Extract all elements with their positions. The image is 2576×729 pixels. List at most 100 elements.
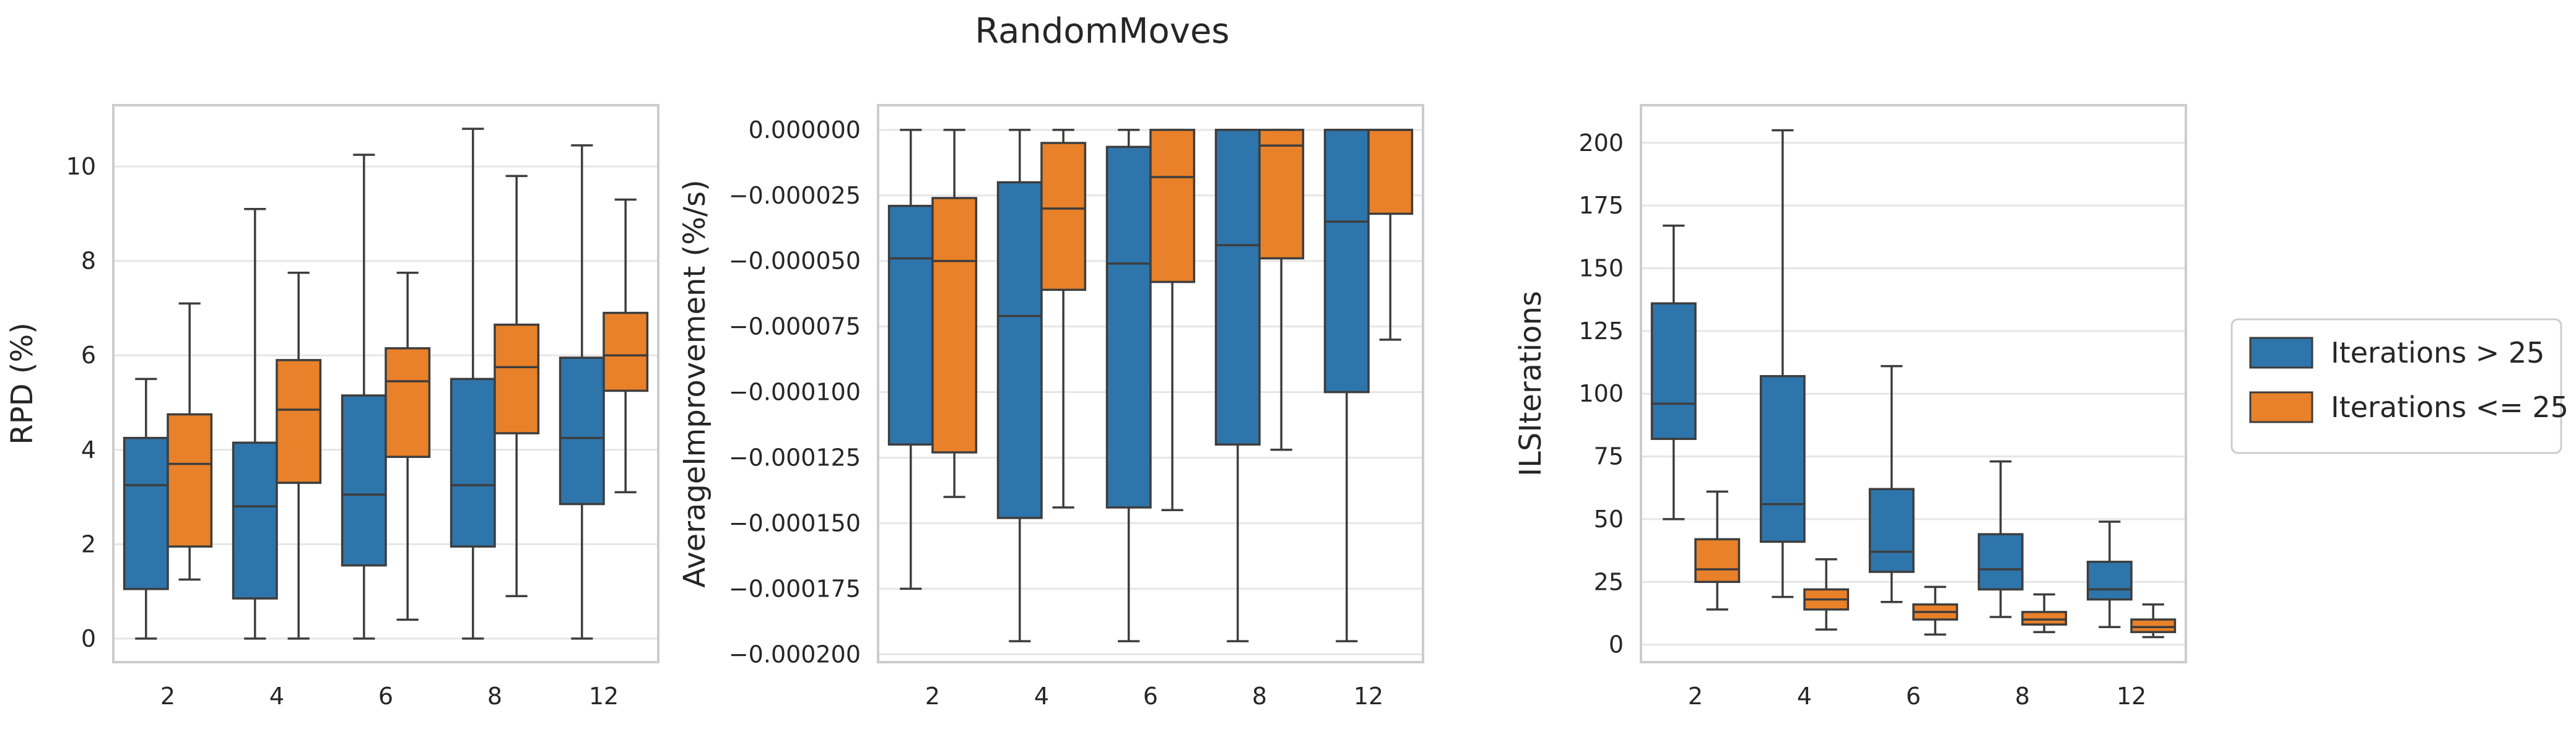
- axes-frame: [1640, 104, 2187, 663]
- box-le25-cat-6: [385, 272, 431, 621]
- y-tick-label: 0: [81, 625, 96, 652]
- y-tick-label: 0.000000: [749, 116, 861, 144]
- panel-1: 0 2 4 6 8 10 2 4 6 8 12 RPD (%): [5, 104, 659, 710]
- box-gt25-cat-4: [1759, 129, 1806, 598]
- box-le25-cat-4: [276, 272, 322, 640]
- axes-frame: [877, 104, 1424, 663]
- y-axis-label: ILSIterations: [1513, 291, 1548, 477]
- x-tick-label: 12: [2117, 683, 2146, 710]
- box-iqr: [167, 413, 213, 548]
- legend-label: Iterations <= 25: [2331, 390, 2569, 424]
- y-tick-label: 75: [1594, 443, 1624, 470]
- box-iqr: [931, 197, 978, 454]
- box-le25-cat-2: [167, 302, 213, 581]
- box-iqr: [1105, 145, 1152, 509]
- axes-frame: [112, 104, 659, 663]
- box-iqr: [1650, 302, 1697, 440]
- x-tick-label: 8: [2015, 683, 2030, 710]
- y-tick-label: −0.000075: [729, 313, 861, 340]
- y-tick-label: 200: [1578, 129, 1624, 157]
- y-tick-label: 25: [1594, 568, 1624, 595]
- box-le25-cat-8: [2021, 593, 2068, 634]
- y-axis-label: AverageImprovement (%/s): [677, 179, 712, 588]
- y-tick-label: 175: [1578, 192, 1624, 219]
- y-tick-label: 125: [1578, 317, 1624, 345]
- legend: Iterations > 25 Iterations <= 25: [2230, 318, 2569, 454]
- box-gt25-cat-6: [341, 153, 387, 640]
- y-tick-label: 6: [81, 342, 96, 369]
- y-axis-label: RPD (%): [5, 322, 40, 445]
- y-tick-label: 4: [81, 436, 96, 464]
- box-iqr: [341, 394, 387, 567]
- box-iqr: [385, 347, 431, 458]
- box-gt25-cat-6: [1868, 364, 1915, 603]
- y-tick-label: −0.000200: [729, 641, 861, 668]
- box-gt25-cat-4: [996, 129, 1043, 642]
- box-gt25-cat-12: [559, 144, 605, 640]
- box-gt25-cat-12: [1323, 129, 1370, 642]
- y-tick-label: 10: [66, 153, 96, 180]
- box-iqr: [1868, 488, 1915, 573]
- box-gt25-cat-12: [2086, 520, 2133, 628]
- box-iqr: [1367, 129, 1414, 215]
- x-tick-label: 6: [1143, 683, 1158, 710]
- x-tick-label: 2: [160, 683, 175, 710]
- box-iqr: [1323, 129, 1370, 394]
- box-iqr: [123, 436, 169, 590]
- y-tick-label: 0: [1609, 631, 1624, 658]
- y-tick-label: 8: [81, 248, 96, 275]
- box-gt25-cat-2: [123, 377, 169, 640]
- box-iqr: [494, 323, 540, 434]
- box-iqr: [232, 441, 278, 600]
- y-tick-label: −0.000050: [729, 248, 861, 275]
- box-iqr: [559, 356, 605, 506]
- box-le25-cat-6: [1149, 129, 1196, 511]
- legend-item-le25: Iterations <= 25: [2249, 390, 2569, 424]
- x-tick-label: 4: [1797, 683, 1812, 710]
- box-iqr: [1759, 375, 1806, 543]
- x-tick-label: 12: [589, 683, 619, 710]
- box-iqr: [2021, 611, 2068, 626]
- legend-frame: [2230, 318, 2562, 454]
- box-iqr: [887, 204, 934, 446]
- box-iqr: [276, 359, 322, 484]
- box-iqr: [603, 311, 649, 392]
- x-tick-label: 6: [378, 683, 393, 710]
- box-gt25-cat-4: [232, 208, 278, 640]
- panel-2: 0.000000 −0.000025 −0.000050 −0.000075 −0.00…: [677, 104, 1424, 710]
- box-le25-cat-8: [494, 175, 540, 597]
- box-gt25-cat-6: [1105, 129, 1152, 642]
- y-tick-label: 50: [1594, 506, 1624, 533]
- x-tick-label: 2: [925, 683, 940, 710]
- box-iqr: [1040, 142, 1087, 291]
- box-iqr: [2130, 618, 2177, 634]
- x-tick-label: 8: [1252, 683, 1267, 710]
- box-iqr: [2086, 561, 2133, 601]
- y-tick-label: −0.000175: [729, 575, 861, 602]
- box-iqr: [996, 181, 1043, 519]
- box-iqr: [450, 377, 496, 548]
- box-gt25-cat-8: [450, 127, 496, 640]
- x-tick-label: 8: [487, 683, 502, 710]
- y-tick-label: −0.000125: [729, 444, 861, 471]
- box-le25-cat-12: [2130, 603, 2177, 639]
- box-le25-cat-2: [931, 129, 978, 498]
- box-le25-cat-4: [1803, 558, 1850, 631]
- x-tick-label: 4: [1034, 683, 1049, 710]
- legend-label: Iterations > 25: [2331, 336, 2544, 369]
- box-le25-cat-4: [1040, 129, 1087, 509]
- box-le25-cat-2: [1694, 490, 1741, 611]
- box-le25-cat-12: [603, 198, 649, 494]
- y-tick-label: −0.000025: [729, 182, 861, 209]
- box-gt25-cat-8: [1977, 460, 2024, 618]
- x-tick-label: 2: [1688, 683, 1703, 710]
- y-tick-label: 150: [1578, 255, 1624, 282]
- box-gt25-cat-2: [1650, 224, 1697, 520]
- legend-swatch: [2249, 337, 2313, 369]
- box-iqr: [1694, 538, 1741, 584]
- box-iqr: [1977, 533, 2024, 591]
- figure-title: RandomMoves: [975, 11, 1230, 51]
- legend-item-gt25: Iterations > 25: [2249, 336, 2544, 369]
- legend-swatch: [2249, 391, 2313, 423]
